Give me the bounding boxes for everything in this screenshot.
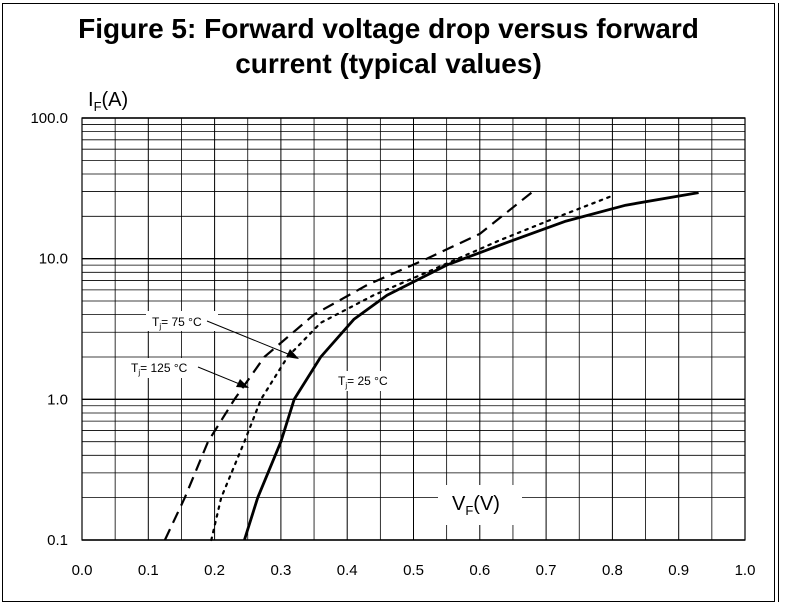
annotation-125-bg: [126, 358, 204, 378]
y-tick-label: 1.0: [47, 391, 68, 408]
x-axis-label-sub: F: [465, 503, 473, 518]
series-line: [210, 194, 614, 542]
x-tick-label: 0.4: [337, 562, 358, 579]
x-tick-label: 0.1: [138, 562, 159, 579]
annotation-125-arrow-line: [197, 366, 243, 386]
x-axis-label-unit: (V): [473, 493, 500, 515]
annotation-75-arrow-head: [286, 349, 299, 359]
annotation-125-arrow-head: [236, 379, 249, 388]
chart-ticks: 0.0 0.1 0.2 0.3 0.4 0.5 0.6 0.7 0.8 0.9 1.0100.010…: [30, 110, 755, 579]
x-tick-label: 0.2: [204, 562, 225, 579]
y-axis-label-sub: F: [94, 99, 102, 114]
y-tick-label: 100.0: [30, 110, 68, 127]
plot-area-border: [81, 117, 746, 541]
x-tick-label: 0.7: [536, 562, 557, 579]
series-line: [243, 191, 699, 541]
chart-annotations: Tj= 75 °C Tj= 125 °C Tj= 25 °C: [126, 311, 403, 391]
chart-title-line-1: Figure 5: Forward voltage drop versus fo…: [78, 13, 699, 44]
y-tick-label: 10.0: [39, 251, 68, 268]
page-edge-line: [778, 3, 779, 602]
annotation-tj-125: Tj= 125 °C: [131, 361, 188, 377]
x-tick-label: 0.0: [72, 562, 93, 579]
x-tick-label: 1.0: [735, 562, 756, 579]
x-axis-label-background: [438, 485, 522, 525]
x-tick-label: 0.6: [469, 562, 490, 579]
annotation-25-bg: [333, 371, 403, 391]
y-axis-label-main: I: [88, 89, 94, 111]
x-axis-label: VF(V): [452, 493, 500, 518]
chart-title-line-2: current (typical values): [235, 48, 542, 79]
chart-series: [163, 190, 699, 542]
annotation-75-bg: [146, 311, 218, 331]
series-line: [163, 190, 534, 541]
annotation-tj-25: Tj= 25 °C: [338, 374, 388, 390]
x-tick-label: 0.3: [270, 562, 291, 579]
y-axis-label-unit: (A): [102, 89, 129, 111]
y-axis-label: IF(A): [88, 89, 128, 114]
annotation-tj-75: Tj= 75 °C: [152, 315, 202, 331]
chart-title: Figure 5: Forward voltage drop versus fo…: [6, 11, 771, 81]
x-tick-label: 0.9: [668, 562, 689, 579]
x-axis-label-main: V: [452, 493, 466, 515]
x-tick-label: 0.8: [602, 562, 623, 579]
annotation-75-arrow-line: [206, 320, 294, 357]
figure-frame: [2, 3, 775, 602]
y-tick-label: 0.1: [47, 532, 68, 549]
x-tick-label: 0.5: [403, 562, 424, 579]
